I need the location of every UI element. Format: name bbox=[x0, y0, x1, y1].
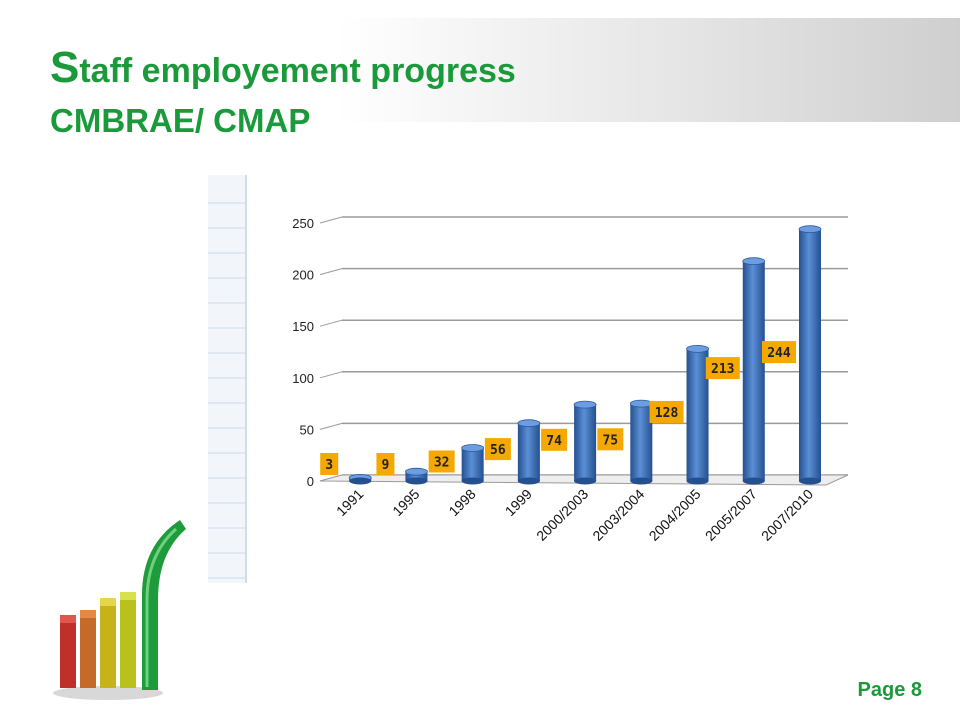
bar-body bbox=[742, 261, 765, 481]
data-label: 56 bbox=[490, 443, 506, 458]
data-label-bg bbox=[428, 450, 455, 473]
bar-body bbox=[630, 403, 653, 481]
bar-body bbox=[686, 348, 709, 481]
bar: 3 bbox=[320, 453, 372, 485]
y-tick-label: 0 bbox=[307, 474, 314, 489]
bar-body bbox=[798, 229, 821, 481]
y-tick-label: 50 bbox=[300, 422, 314, 437]
bar-base bbox=[630, 477, 653, 485]
data-label: 75 bbox=[602, 433, 618, 448]
bar-top bbox=[798, 225, 822, 234]
bar-body bbox=[405, 471, 428, 481]
bar-base bbox=[405, 477, 428, 485]
sheet-column bbox=[208, 175, 246, 583]
data-label: 213 bbox=[711, 362, 734, 377]
title-rest: taff employement progress bbox=[79, 52, 516, 90]
bar-top bbox=[742, 257, 766, 266]
bar-chart: 0501001502002503199191995321998561999742… bbox=[208, 175, 892, 583]
growth-bars-logo bbox=[53, 520, 186, 700]
bar: 9 bbox=[376, 453, 428, 485]
y-tick-label: 150 bbox=[292, 319, 314, 334]
bar-top bbox=[461, 444, 485, 452]
bar: 74 bbox=[541, 400, 597, 485]
y-tick-label: 100 bbox=[292, 371, 314, 386]
bar-base bbox=[349, 477, 372, 485]
data-label-bg bbox=[541, 428, 568, 451]
page-number: Page 8 bbox=[857, 679, 922, 701]
gridline-depth bbox=[319, 422, 343, 430]
bar-base bbox=[574, 477, 597, 485]
data-label: 9 bbox=[382, 458, 390, 473]
bar: 32 bbox=[428, 444, 485, 485]
data-label-bg bbox=[761, 341, 796, 364]
bar-top bbox=[517, 419, 541, 428]
bar-base bbox=[686, 477, 709, 485]
bar-base bbox=[517, 477, 540, 485]
data-label-bg bbox=[484, 438, 511, 461]
bar-top bbox=[573, 400, 597, 409]
bar: 75 bbox=[597, 399, 653, 485]
chart-frame bbox=[208, 175, 892, 583]
data-label: 3 bbox=[325, 458, 333, 473]
bar-body bbox=[461, 447, 484, 481]
slide-title: Staff employement progress bbox=[50, 46, 516, 90]
gridline-depth bbox=[319, 268, 343, 276]
title-initial: S bbox=[50, 43, 80, 92]
bar: 213 bbox=[705, 257, 766, 485]
bar-base bbox=[798, 477, 821, 485]
bar: 244 bbox=[761, 225, 822, 485]
bar-top bbox=[686, 345, 709, 353]
data-label-bg bbox=[705, 357, 740, 380]
slide-subtitle: CMBRAE/ CMAP bbox=[50, 102, 321, 140]
bar: 128 bbox=[649, 345, 709, 485]
data-label-bg bbox=[649, 400, 684, 423]
data-label: 128 bbox=[655, 406, 679, 421]
data-label-bg bbox=[376, 453, 395, 475]
gridline-depth bbox=[319, 371, 343, 379]
data-label: 32 bbox=[434, 455, 450, 470]
y-tick-label: 250 bbox=[292, 216, 314, 231]
sheet-edge bbox=[208, 175, 247, 583]
y-tick-label: 200 bbox=[292, 268, 314, 283]
bar-top bbox=[629, 399, 653, 408]
bar-base bbox=[742, 477, 765, 485]
bar-body bbox=[517, 423, 540, 481]
bar-body bbox=[574, 404, 597, 481]
bar: 56 bbox=[484, 419, 541, 485]
data-label-bg bbox=[597, 428, 624, 451]
gridline-depth bbox=[319, 319, 343, 327]
data-label-bg bbox=[320, 453, 339, 475]
bar-base bbox=[461, 477, 484, 485]
gridline-depth bbox=[319, 216, 343, 224]
data-label: 74 bbox=[546, 434, 562, 449]
bar-top bbox=[405, 467, 428, 476]
data-label: 244 bbox=[767, 346, 791, 361]
